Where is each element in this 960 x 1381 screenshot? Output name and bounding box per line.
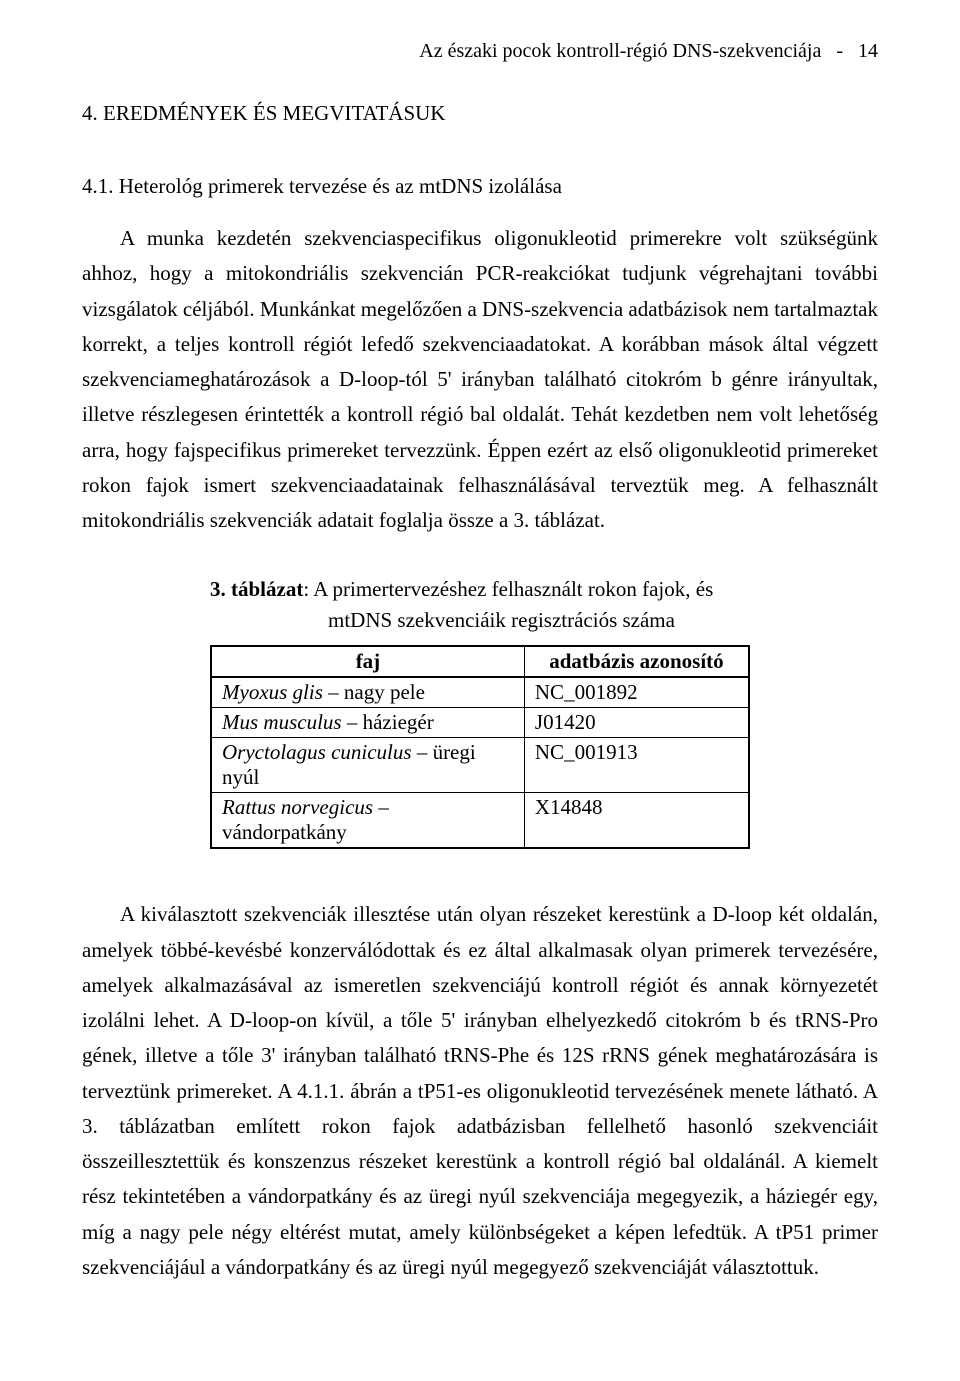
species-common: – nagy pele <box>323 680 425 704</box>
species-scientific: Myoxus glis <box>222 680 323 704</box>
section-title: 4. EREDMÉNYEK ÉS MEGVITATÁSUK <box>82 101 878 126</box>
subsection-heading: 4.1. Heterológ primerek tervezése és az … <box>82 174 878 199</box>
table-row: Mus musculus – háziegér J01420 <box>211 708 749 738</box>
species-table: faj adatbázis azonosító Myoxus glis – na… <box>210 645 750 849</box>
table-caption-lead: 3. táblázat <box>210 577 303 601</box>
species-scientific: Oryctolagus cuniculus <box>222 740 412 764</box>
table-header-species: faj <box>211 646 524 677</box>
table-cell-id: X14848 <box>524 793 749 849</box>
paragraph-2: A kiválasztott szekvenciák illesztése ut… <box>82 897 878 1285</box>
table-header-row: faj adatbázis azonosító <box>211 646 749 677</box>
table-row: Oryctolagus cuniculus – üregi nyúl NC_00… <box>211 738 749 793</box>
table-caption-rest-line1: : A primertervezéshez felhasznált rokon … <box>303 577 713 601</box>
species-common: – háziegér <box>342 710 434 734</box>
table-cell-species: Rattus norvegicus – vándorpatkány <box>211 793 524 849</box>
document-page: Az északi pocok kontroll-régió DNS-szekv… <box>0 0 960 1381</box>
table-cell-species: Mus musculus – háziegér <box>211 708 524 738</box>
species-scientific: Mus musculus <box>222 710 342 734</box>
table-caption: 3. táblázat: A primertervezéshez felhasz… <box>210 574 750 635</box>
table-cell-species: Myoxus glis – nagy pele <box>211 677 524 708</box>
table-cell-id: NC_001892 <box>524 677 749 708</box>
table-cell-id: J01420 <box>524 708 749 738</box>
species-scientific: Rattus norvegicus <box>222 795 373 819</box>
paragraph-1: A munka kezdetén szekvenciaspecifikus ol… <box>82 221 878 538</box>
running-head: Az északi pocok kontroll-régió DNS-szekv… <box>82 40 878 63</box>
table-header-id: adatbázis azonosító <box>524 646 749 677</box>
table-caption-rest-line2: mtDNS szekvenciáik regisztrációs száma <box>210 605 750 635</box>
table-row: Myoxus glis – nagy pele NC_001892 <box>211 677 749 708</box>
table-cell-id: NC_001913 <box>524 738 749 793</box>
table-cell-species: Oryctolagus cuniculus – üregi nyúl <box>211 738 524 793</box>
table-row: Rattus norvegicus – vándorpatkány X14848 <box>211 793 749 849</box>
